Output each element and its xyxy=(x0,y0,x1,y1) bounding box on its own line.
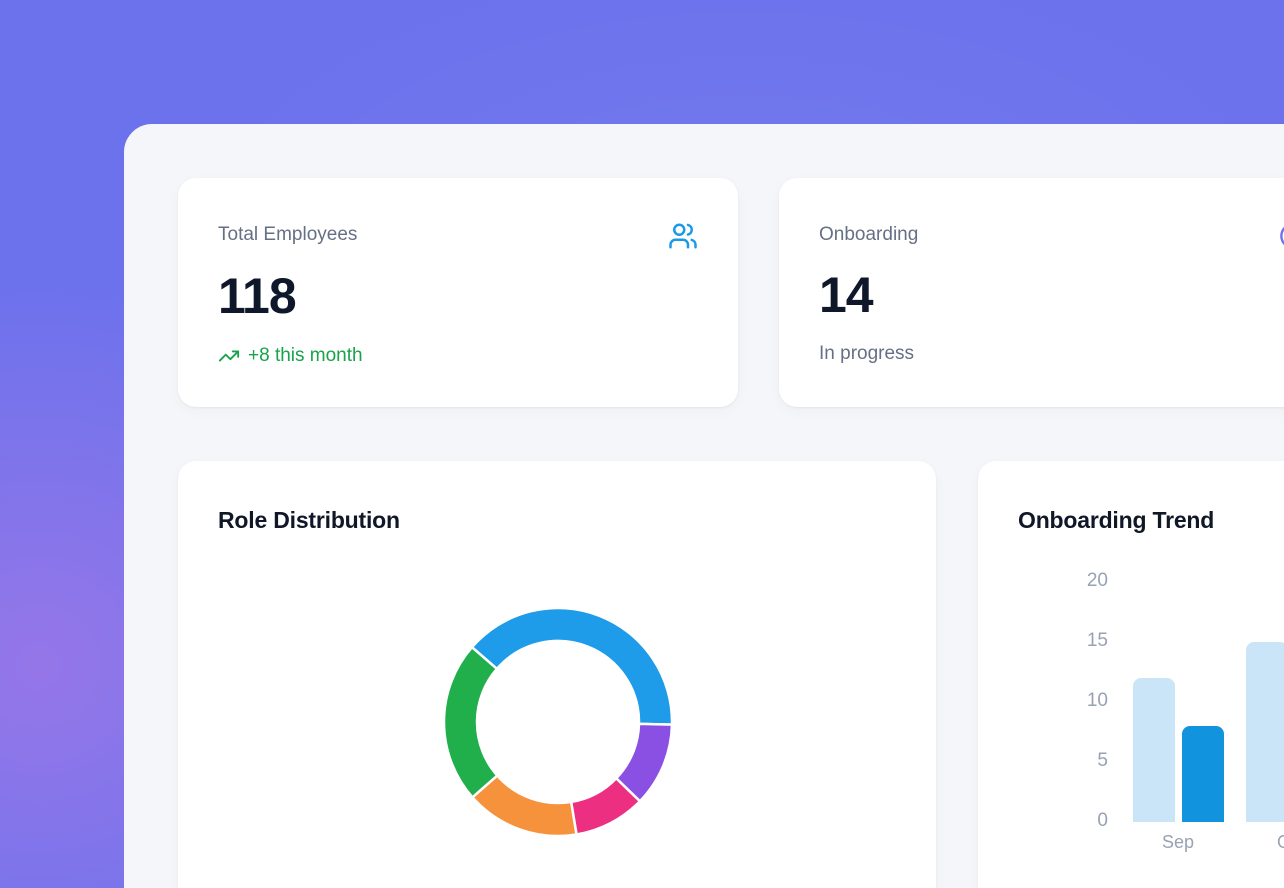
role-distribution-card: Role Distribution xyxy=(178,461,936,888)
chart-title-onboarding-trend: Onboarding Trend xyxy=(1018,507,1215,533)
stat-card-header: Onboarding xyxy=(819,222,1284,250)
main-panel: Total Employees 118 xyxy=(124,124,1284,888)
y-axis-tick-15: 15 xyxy=(1086,630,1108,651)
chart-title-role-distribution: Role Distribution xyxy=(218,507,400,533)
stat-card-total-employees: Total Employees 118 xyxy=(178,178,738,407)
stat-value: 118 xyxy=(218,268,297,324)
x-axis-label-sep: Sep xyxy=(1161,832,1195,852)
donut-segment-5 xyxy=(443,645,499,799)
donut-segment-1 xyxy=(470,607,673,726)
bar-sep-series-1 xyxy=(1133,678,1175,822)
role-distribution-donut-chart xyxy=(443,607,673,837)
stat-trend: +8 this month xyxy=(218,344,698,368)
bar-sep-series-2 xyxy=(1182,726,1224,822)
onboarding-trend-bar-chart: 0 5 10 15 20 Sep Oct xyxy=(978,461,1284,888)
stat-card-onboarding: Onboarding 14 In progress xyxy=(779,178,1284,407)
y-axis-tick-5: 5 xyxy=(1097,750,1108,771)
y-axis-tick-10: 10 xyxy=(1086,690,1108,711)
stat-label: Onboarding xyxy=(819,224,919,245)
clock-icon xyxy=(1279,222,1284,250)
stat-value: 14 xyxy=(819,267,874,323)
stat-label: Total Employees xyxy=(218,224,358,245)
stat-card-header: Total Employees xyxy=(218,222,698,251)
onboarding-trend-card: Onboarding Trend 0 5 10 15 20 Sep Oct xyxy=(978,461,1284,888)
stat-trend-text: +8 this month xyxy=(248,345,363,366)
trending-up-icon xyxy=(218,345,240,367)
bar-oct-series-1 xyxy=(1246,642,1284,822)
y-axis-tick-20: 20 xyxy=(1086,570,1108,591)
stat-subtitle: In progress xyxy=(819,343,915,364)
x-axis-label-oct: Oct xyxy=(1276,832,1284,852)
users-icon xyxy=(668,221,698,251)
y-axis-tick-0: 0 xyxy=(1097,810,1108,831)
